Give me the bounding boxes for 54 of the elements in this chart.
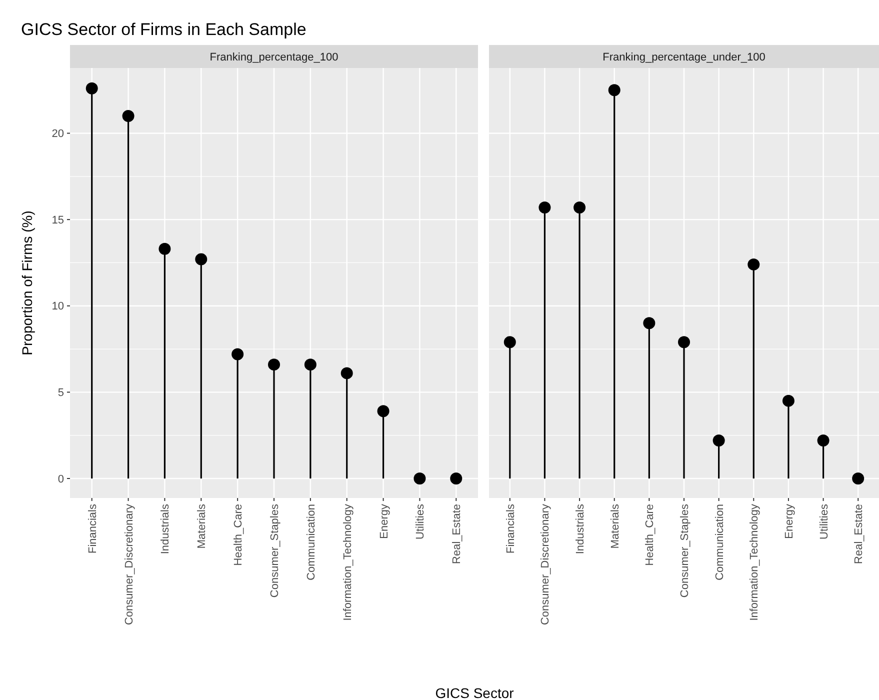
point — [852, 472, 864, 484]
x-tick-label: Communication — [305, 504, 318, 580]
point — [504, 336, 516, 348]
x-tick-label: Consumer_Discretionary — [123, 504, 136, 626]
x-tick-label: Consumer_Discretionary — [540, 504, 552, 626]
x-tick-label: Consumer_Staples — [269, 504, 281, 598]
x-tick-label: Information_Technology — [748, 504, 761, 621]
point — [782, 394, 794, 407]
point — [414, 472, 426, 484]
point — [232, 348, 244, 360]
point — [158, 242, 171, 255]
x-tick-label: Materials — [609, 504, 622, 549]
point — [268, 358, 280, 371]
x-tick-label: Energy — [783, 504, 796, 539]
point — [450, 472, 462, 484]
point — [574, 201, 586, 214]
chart-subtitle: Franking_percentage_100 — [210, 52, 338, 64]
x-tick-label: Information_Technology — [342, 504, 354, 621]
x-tick-label: Communication — [714, 504, 726, 580]
point — [817, 434, 830, 447]
chart-title: GICS Sector of Firms in Each Sample — [21, 20, 306, 39]
x-tick-label: Materials — [196, 504, 208, 549]
y-tick-label: 15 — [52, 214, 64, 226]
x-tick-label: Utilities — [818, 504, 830, 540]
x-tick-label: Utilities — [414, 504, 427, 540]
x-tick-label: Financials — [86, 504, 99, 554]
y-tick-label: 0 — [58, 473, 64, 486]
y-tick-label: 5 — [58, 387, 64, 400]
x-axis-title: GICS Sector — [435, 685, 514, 700]
y-tick-label: 10 — [52, 300, 64, 313]
x-tick-label: Health_Care — [232, 504, 245, 566]
x-tick-label: Real_Estate — [451, 504, 464, 564]
point — [608, 84, 620, 96]
point — [86, 82, 98, 94]
point — [195, 253, 208, 266]
point — [748, 258, 760, 270]
y-tick-label: 20 — [52, 128, 64, 140]
point — [304, 358, 316, 371]
point — [538, 201, 551, 214]
x-tick-label: Industrials — [160, 504, 172, 554]
x-tick-label: Real_Estate — [853, 504, 866, 564]
x-tick-label: Health_Care — [644, 504, 656, 566]
x-tick-label: Financials — [504, 504, 517, 554]
point — [712, 434, 725, 447]
x-tick-label: Industrials — [574, 504, 587, 554]
y-axis-title: Proportion of Firms (%) — [19, 210, 35, 356]
point — [643, 317, 656, 330]
x-tick-label: Energy — [378, 504, 390, 539]
x-tick-label: Consumer_Staples — [679, 504, 691, 598]
point — [340, 367, 353, 380]
point — [377, 405, 390, 418]
chart-subtitle: Franking_percentage_under_100 — [602, 52, 766, 64]
point — [122, 110, 134, 122]
point — [678, 336, 690, 348]
